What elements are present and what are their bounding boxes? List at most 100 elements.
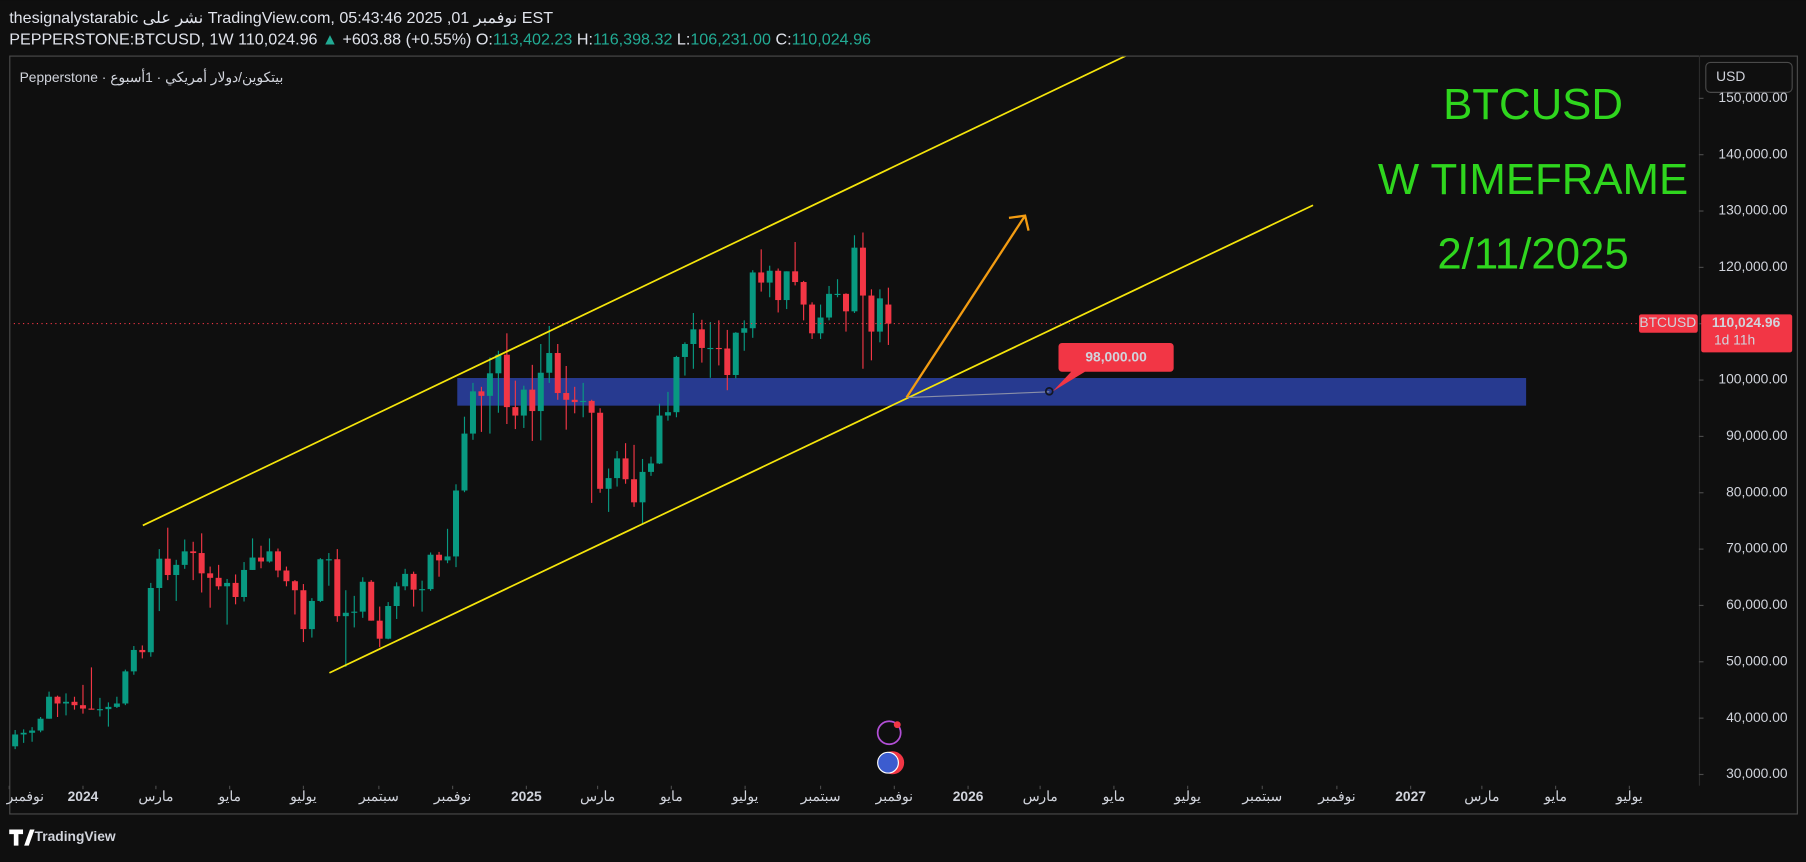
note-line: 2/11/2025 (1437, 230, 1628, 279)
symbol-line: PEPPERSTONE:BTCUSD, 1W 110,024.96 ▲ +603… (9, 31, 871, 49)
candle-body (130, 649, 137, 672)
candle-body (690, 329, 697, 345)
candle-body (351, 611, 358, 613)
candle-body (393, 586, 400, 607)
candle-body (580, 400, 587, 403)
x-tick-label: يوليو (1173, 788, 1201, 805)
x-tick-label: نوفمبر (1317, 788, 1355, 805)
candle-body (359, 581, 366, 612)
channel-lower (329, 204, 1314, 674)
x-tick-label: نوفمبر (433, 788, 471, 805)
x-tick-label: نوفمبر (6, 788, 44, 805)
candle-body (554, 353, 561, 394)
candle-body (410, 573, 417, 590)
candle-body (317, 559, 324, 601)
x-tick-label: مارس (580, 788, 615, 805)
candle-body (300, 590, 307, 630)
candle-body (486, 373, 493, 396)
o-key: O: (476, 31, 493, 49)
candle-body (181, 551, 188, 565)
y-tick-label: 90,000.00 (1726, 427, 1788, 443)
candle-body (571, 399, 578, 403)
candle-body (147, 587, 154, 653)
x-tick-label: يوليو (289, 788, 317, 805)
note-line: W TIMEFRAME (1378, 155, 1688, 204)
candle-body (164, 558, 171, 576)
currency-button[interactable] (1705, 61, 1793, 93)
candle-body (715, 347, 722, 350)
candle-body (207, 573, 214, 578)
candle-body (783, 271, 790, 301)
candle-body (444, 556, 451, 561)
arrow: ▲ (322, 31, 338, 49)
candle-body (88, 708, 95, 710)
candle-body (495, 354, 502, 374)
candle-body (190, 551, 197, 554)
candle-body (868, 295, 875, 332)
countdown: 1d 11h (1714, 332, 1755, 348)
x-tick-label: 2026 (953, 788, 984, 804)
x-tick-label: يوليو (731, 788, 759, 805)
candle-body (427, 554, 434, 590)
x-tick-label: مارس (1023, 788, 1058, 805)
x-tick-label: يوليو (1615, 788, 1643, 805)
event-icon[interactable] (876, 720, 902, 746)
candle-body (402, 573, 409, 587)
candle-body (249, 557, 256, 570)
brand-logo (9, 829, 35, 846)
symbol-tag: BTCUSD (1639, 314, 1696, 330)
target-callout (1052, 342, 1174, 392)
x-tick-label: مايو (1102, 788, 1126, 805)
x-tick-label: 2027 (1395, 788, 1426, 804)
candle-body (113, 703, 120, 707)
candle-body (876, 298, 883, 332)
support-zone (457, 378, 1527, 406)
candle-body (707, 347, 714, 350)
last: 110,024.96 (238, 31, 317, 49)
arrow-head (1008, 214, 1030, 231)
candle-body (291, 581, 298, 591)
candle-body (529, 389, 536, 412)
candle-body (469, 391, 476, 434)
candle-body (546, 353, 553, 373)
h-key: H: (577, 31, 593, 49)
candle-body (631, 479, 638, 503)
candle-body (12, 734, 19, 747)
candle-body (648, 463, 654, 472)
candle-body (308, 600, 315, 630)
last-price-label: 110,024.96 (1712, 314, 1781, 330)
candle-body (639, 471, 646, 503)
candle-body (385, 606, 392, 639)
candle-body (376, 620, 383, 639)
candle-body (741, 328, 748, 333)
candle-body (79, 705, 86, 709)
event-dot (893, 721, 901, 729)
candle-body (724, 348, 731, 375)
header-line: thesignalystarabic نشر على TradingView.c… (9, 9, 553, 27)
candle-body (775, 270, 782, 301)
candle-body (512, 407, 519, 416)
y-tick-label: 50,000.00 (1726, 652, 1788, 668)
candle-body (597, 412, 604, 489)
c-key: C: (775, 31, 791, 49)
candle-body (859, 247, 866, 296)
symbol: PEPPERSTONE:BTCUSD, 1W (9, 31, 234, 49)
symbol-tag-box (1638, 314, 1698, 333)
candle-body (139, 649, 146, 653)
candle-body (885, 304, 892, 324)
candle-body (817, 317, 824, 334)
candle-body (834, 293, 841, 296)
x-tick-label: مايو (217, 788, 241, 805)
candle-body (605, 478, 612, 489)
candle-body (325, 559, 332, 561)
l-key: L: (677, 31, 690, 49)
x-tick-label: 2025 (511, 788, 542, 804)
candle-body (478, 391, 485, 396)
candle-body (673, 356, 680, 413)
candle-body (29, 730, 36, 733)
candle-body (503, 354, 510, 408)
h-val: 116,398.32 (593, 31, 672, 49)
candle-body (826, 293, 833, 318)
measure-line (906, 391, 1050, 399)
candle-body (198, 553, 205, 574)
